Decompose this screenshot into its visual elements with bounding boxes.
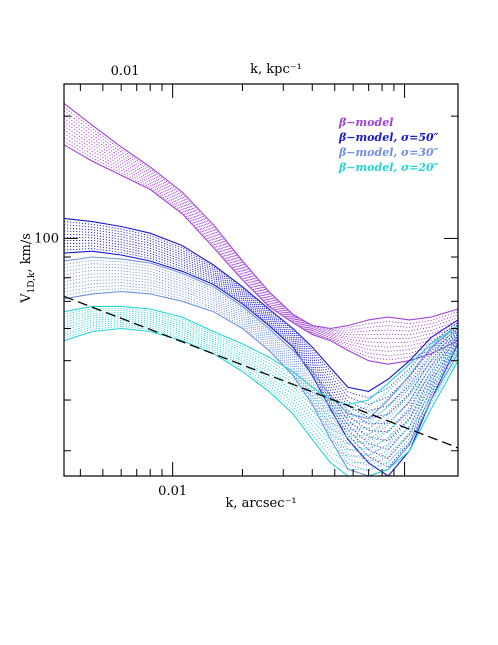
- series-4-fill-line: [64, 326, 458, 470]
- series-3-fill-line: [64, 273, 458, 446]
- series-4-fill-line: [64, 324, 458, 464]
- series-4-lower-edge: [64, 327, 458, 476]
- series-3-fill-line: [64, 263, 458, 430]
- legend-entry-4: β−model, σ=20″: [338, 161, 439, 174]
- series-2-lower-edge: [64, 250, 458, 476]
- series-4-fill-line: [64, 312, 458, 425]
- series-2-fill-line: [64, 227, 458, 412]
- y-axis-label: V1D,k, km/s: [19, 233, 37, 304]
- plot-frame: [63, 83, 459, 477]
- series-3-upper-edge: [64, 256, 458, 420]
- top-tick-label-1: 0.01: [111, 64, 140, 79]
- series-band-1: [64, 102, 458, 365]
- legend-entry-3: β−model, σ=30″: [338, 146, 439, 159]
- series-4-fill-line: [64, 314, 458, 431]
- series-2-fill-line: [64, 230, 458, 418]
- series-2-fill-line: [64, 233, 458, 425]
- series-1-fill-line: [64, 110, 458, 332]
- series-3-fill-line: [64, 285, 458, 467]
- series-1-fill-line: [64, 106, 458, 331]
- series-3-fill-line: [64, 279, 458, 456]
- series-4-upper-edge: [64, 305, 458, 406]
- series-2-fill-line: [64, 245, 458, 459]
- series-4-fill-line: [64, 318, 458, 444]
- series-3-fill-line: [64, 266, 458, 435]
- series-band-4: [64, 305, 458, 476]
- series-3-fill-line: [64, 282, 458, 461]
- y-tick-label-1: 100: [34, 231, 59, 246]
- series-3-fill-line: [64, 276, 458, 451]
- series-2-fill-line: [64, 224, 458, 405]
- legend: β−model β−model, σ=50″ β−model, σ=30″ β−mod…: [338, 116, 439, 174]
- series-4-fill-line: [64, 320, 458, 451]
- series-3-fill-line: [64, 288, 458, 472]
- legend-entry-1: β−model: [338, 116, 393, 129]
- series-band-3: [64, 256, 458, 476]
- series-1-upper-edge: [64, 102, 458, 330]
- series-1-fill-line: [64, 125, 458, 344]
- series-2-fill-line: [64, 239, 458, 442]
- series-4-fill-line: [64, 307, 458, 412]
- y-axis-label-sub: 1D,k: [27, 272, 37, 293]
- series-1-fill-line: [64, 136, 458, 357]
- series-1-fill-line: [64, 140, 458, 361]
- series-band-2: [64, 217, 458, 476]
- series-1-fill-line: [64, 118, 458, 336]
- legend-entry-2: β−model, σ=50″: [338, 131, 439, 144]
- reference-line: [64, 295, 458, 449]
- y-axis-label-main: V: [19, 293, 34, 304]
- x-axis-label: k, arcsec⁻¹: [225, 496, 296, 511]
- series-2-upper-edge: [64, 217, 458, 392]
- y-axis-label-rest: , km/s: [19, 233, 34, 273]
- series-4-fill-line: [64, 322, 458, 457]
- x-tick-label-1: 0.01: [158, 484, 187, 499]
- top-axis-label: k, kpc⁻¹: [250, 62, 302, 77]
- reference-line-group: [64, 295, 458, 449]
- series-bands: [64, 102, 458, 476]
- series-3-fill-line: [64, 269, 458, 440]
- series-1-lower-edge: [64, 144, 458, 365]
- series-3-lower-edge: [64, 290, 458, 476]
- axis-ticks: 0.01 0.01 100: [34, 64, 458, 499]
- series-1-fill-line: [64, 121, 458, 339]
- series-2-fill-line: [64, 248, 458, 468]
